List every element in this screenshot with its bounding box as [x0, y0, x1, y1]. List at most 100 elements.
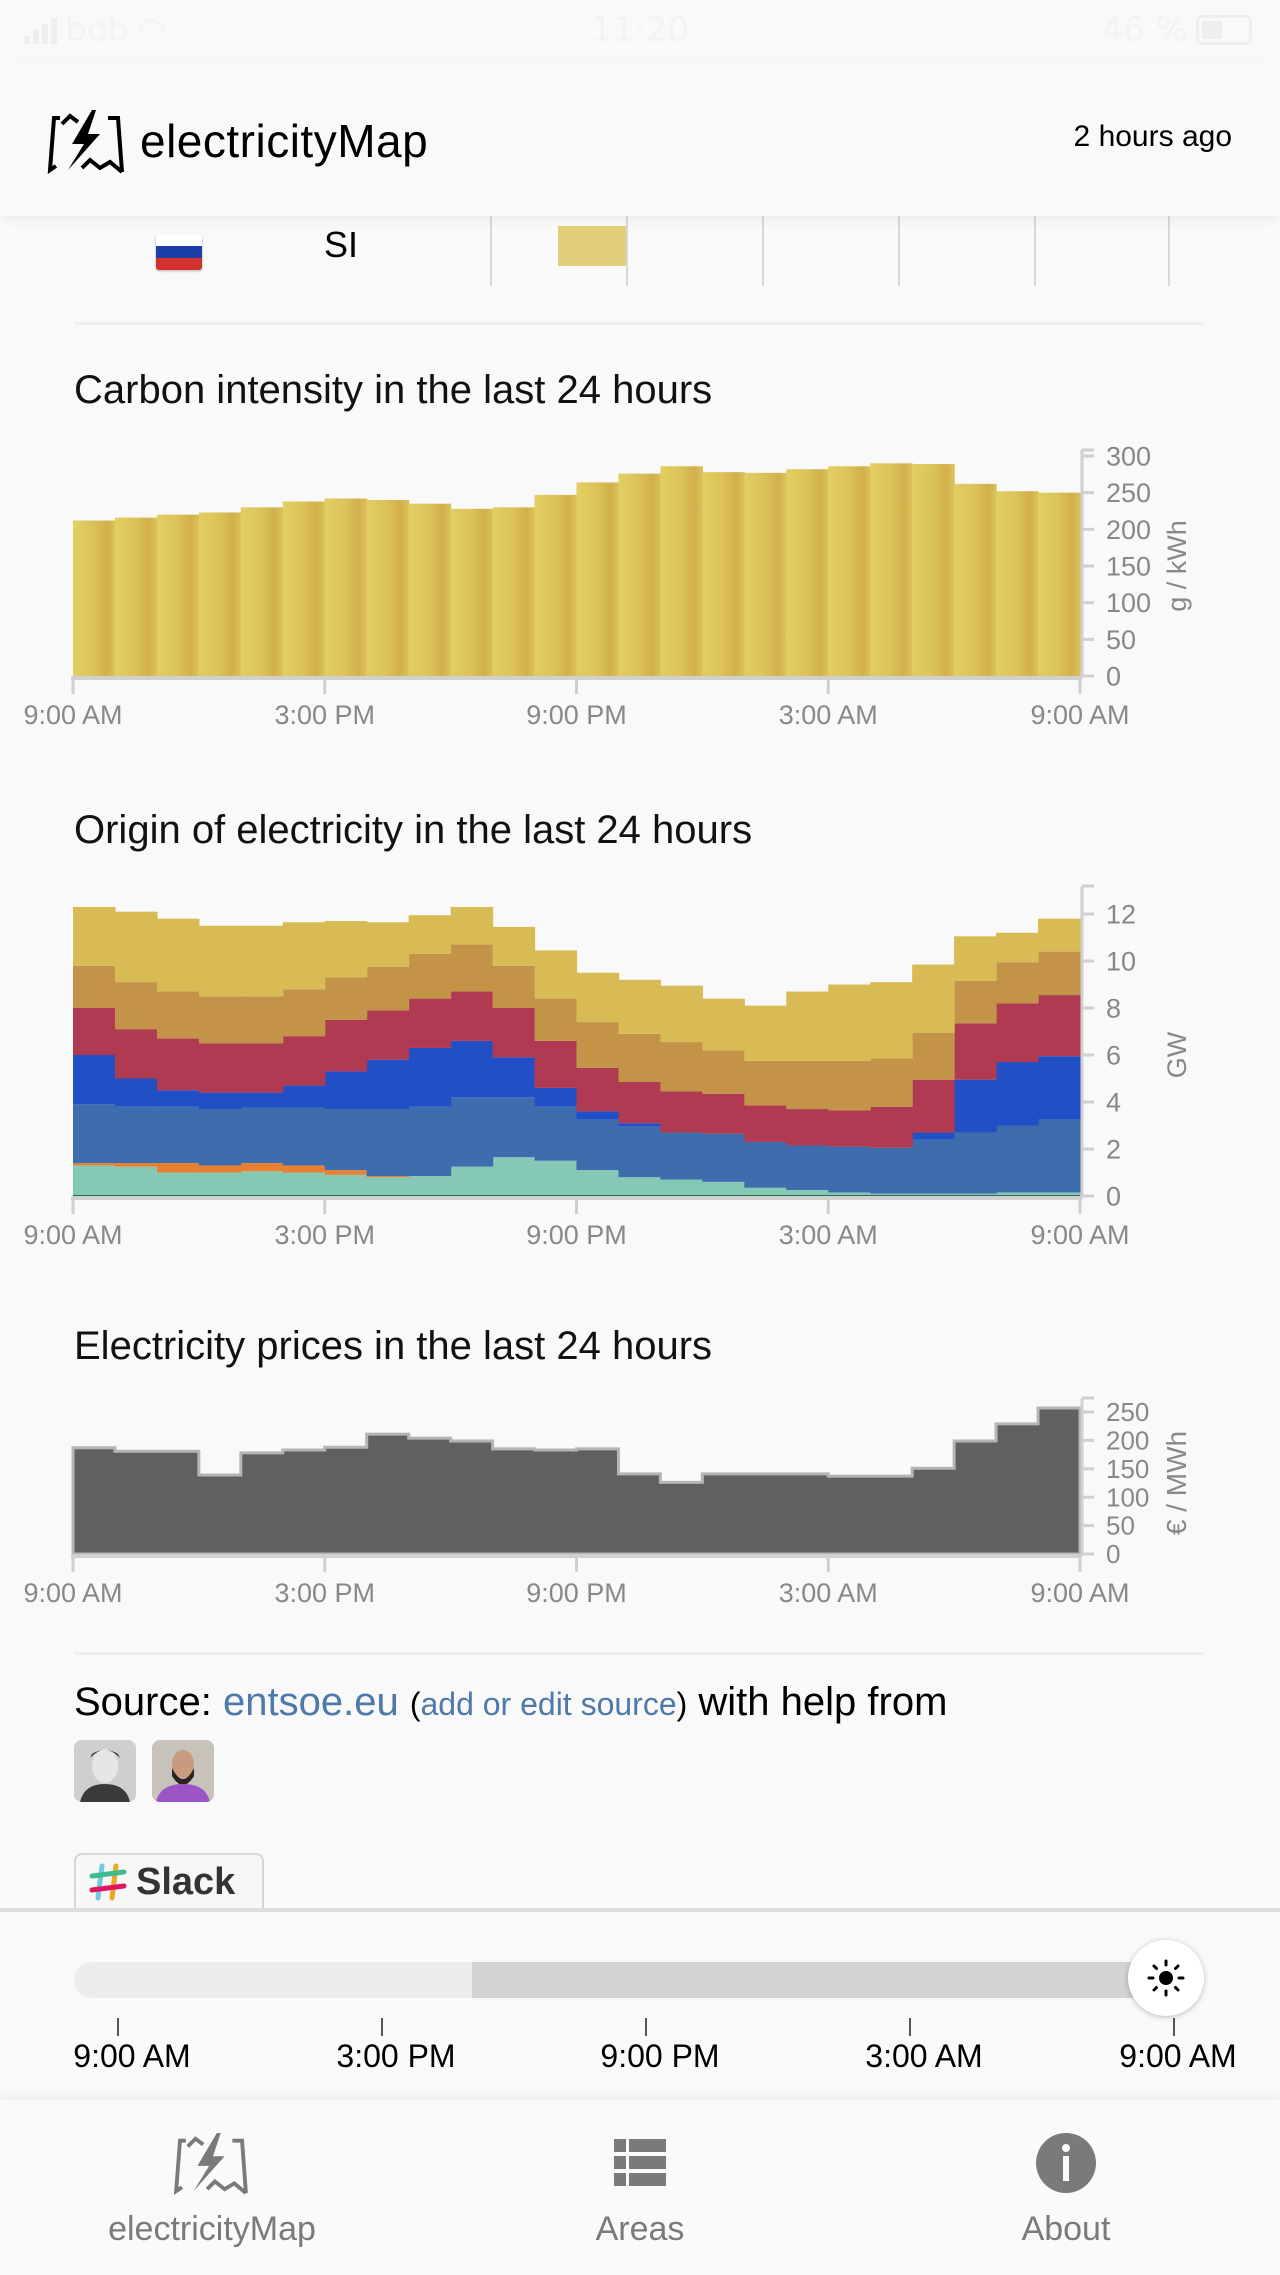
origin-layer-segment — [198, 1165, 242, 1173]
y-axis-label: € / MWh — [1161, 1431, 1192, 1535]
origin-layer-segment — [282, 1036, 326, 1086]
column-divider — [898, 216, 900, 286]
slovenia-flag-icon — [156, 234, 202, 270]
y-tick-label: 10 — [1106, 946, 1136, 976]
time-tick — [909, 2018, 911, 2036]
app-header: electricityMap 2 hours ago — [0, 62, 1280, 216]
origin-layer-segment — [702, 1093, 745, 1134]
origin-layer-segment — [534, 998, 578, 1041]
origin-layer-segment — [954, 1079, 997, 1133]
price-bar — [282, 1450, 326, 1554]
time-slider-handle[interactable] — [1128, 1940, 1204, 2016]
divider — [74, 1652, 1204, 1655]
origin-layer-segment — [114, 911, 158, 983]
tab-about[interactable]: About — [916, 2128, 1216, 2249]
source-link[interactable]: entsoe.eu — [222, 1680, 399, 1724]
y-tick-label: 150 — [1106, 1454, 1149, 1484]
carbon-intensity-chart[interactable]: 9:00 AM 3:00 PM 9:00 PM 3:00 AM 9:00 AM 0 50 10… — [0, 420, 1280, 740]
origin-layer-segment — [450, 1166, 494, 1196]
origin-layer-segment — [450, 1040, 494, 1098]
origin-layer-segment — [996, 1125, 1039, 1193]
origin-layer-segment — [828, 1060, 871, 1111]
y-tick-label: 4 — [1106, 1087, 1121, 1117]
tab-areas[interactable]: Areas — [490, 2128, 790, 2249]
contributor-avatar[interactable] — [152, 1740, 214, 1802]
price-bar — [1038, 1408, 1081, 1554]
origin-layer-segment — [240, 1107, 284, 1164]
y-tick-label: 200 — [1106, 515, 1151, 545]
origin-layer-segment — [450, 991, 494, 1041]
origin-layer-segment — [744, 1141, 787, 1188]
origin-layer-segment — [1038, 1119, 1081, 1193]
person-icon — [74, 1740, 136, 1802]
carbon-bar — [366, 500, 410, 676]
carbon-bar — [912, 464, 955, 676]
origin-layer-segment — [702, 998, 745, 1051]
paren-close: ) — [676, 1686, 688, 1722]
column-divider — [762, 216, 764, 286]
origin-layer-segment — [408, 998, 452, 1048]
origin-layer-segment — [534, 1160, 578, 1196]
x-tick-label: 9:00 PM — [526, 1578, 627, 1608]
origin-layer-segment — [1038, 1192, 1081, 1196]
time-slider-panel: 9:00 AM 3:00 PM 9:00 PM 3:00 AM 9:00 AM — [0, 1908, 1280, 2104]
origin-layer-segment — [1038, 995, 1081, 1057]
slack-button[interactable]: Slack — [74, 1853, 264, 1909]
origin-layer-segment — [786, 1145, 829, 1191]
x-tick-label: 9:00 PM — [526, 700, 627, 730]
tab-label: electricityMap — [108, 2210, 316, 2248]
x-tick-label: 9:00 AM — [1030, 1220, 1129, 1250]
origin-layer-segment — [156, 1038, 200, 1091]
origin-layer-segment — [744, 1105, 787, 1142]
tab-map[interactable]: electricityMap — [62, 2128, 362, 2249]
origin-layer-segment — [786, 1060, 829, 1110]
origin-layer-segment — [996, 1062, 1039, 1126]
carbon-bar — [240, 507, 284, 676]
carbon-bar — [870, 463, 913, 676]
app-logo[interactable]: electricityMap — [46, 108, 428, 174]
tab-label: About — [1021, 2210, 1111, 2248]
origin-layer-segment — [156, 1163, 200, 1173]
price-chart[interactable]: 9:00 AM 3:00 PM 9:00 PM 3:00 AM 9:00 AM 05010… — [0, 1380, 1280, 1620]
origin-layer-segment — [73, 1163, 116, 1166]
y-tick-label: 0 — [1106, 661, 1121, 691]
origin-layer-segment — [492, 1057, 536, 1098]
origin-layer-segment — [618, 1123, 662, 1127]
edit-source-link[interactable]: add or edit source — [420, 1686, 677, 1722]
carbon-bar — [954, 483, 997, 676]
origin-layer-segment — [324, 977, 368, 1020]
origin-chart[interactable]: 9:00 AM 3:00 PM 9:00 PM 3:00 AM 9:00 AM 0 2 4 6 8… — [0, 860, 1280, 1260]
time-slider-track[interactable] — [74, 1962, 1174, 1998]
origin-layer-segment — [870, 1106, 913, 1148]
zone-code: SI — [324, 224, 359, 265]
x-tick-label: 3:00 AM — [779, 1578, 878, 1608]
origin-layer-segment — [912, 1032, 955, 1080]
battery-level: 46 % — [1101, 10, 1188, 50]
contributor-avatar[interactable] — [74, 1740, 136, 1802]
origin-layer-segment — [870, 1193, 913, 1196]
price-bar — [240, 1452, 284, 1554]
origin-layer-segment — [912, 1193, 955, 1196]
origin-layer-segment — [660, 1179, 703, 1196]
time-tick — [381, 2018, 383, 2036]
origin-layer-segment — [786, 991, 829, 1061]
origin-layer-segment — [870, 1147, 913, 1194]
origin-layer-segment — [240, 996, 284, 1044]
origin-layer-segment — [912, 1132, 955, 1140]
origin-layer-segment — [156, 1172, 200, 1196]
origin-layer-segment — [870, 1058, 913, 1107]
origin-layer-segment — [240, 1043, 284, 1093]
origin-layer-segment — [282, 1085, 326, 1108]
origin-layer-segment — [618, 1126, 662, 1178]
carbon-bar — [618, 473, 662, 676]
carbon-bar — [450, 508, 494, 676]
zone-row[interactable]: SI — [0, 216, 1280, 288]
origin-layer-segment — [954, 936, 997, 981]
origin-layer-segment — [1038, 1056, 1081, 1120]
time-tick — [1173, 2018, 1175, 2036]
y-tick-label: 250 — [1106, 478, 1151, 508]
price-bar — [534, 1450, 578, 1554]
y-tick-label: 50 — [1106, 1511, 1135, 1541]
time-tick-label: 9:00 PM — [600, 2038, 720, 2074]
price-bar — [786, 1473, 829, 1554]
